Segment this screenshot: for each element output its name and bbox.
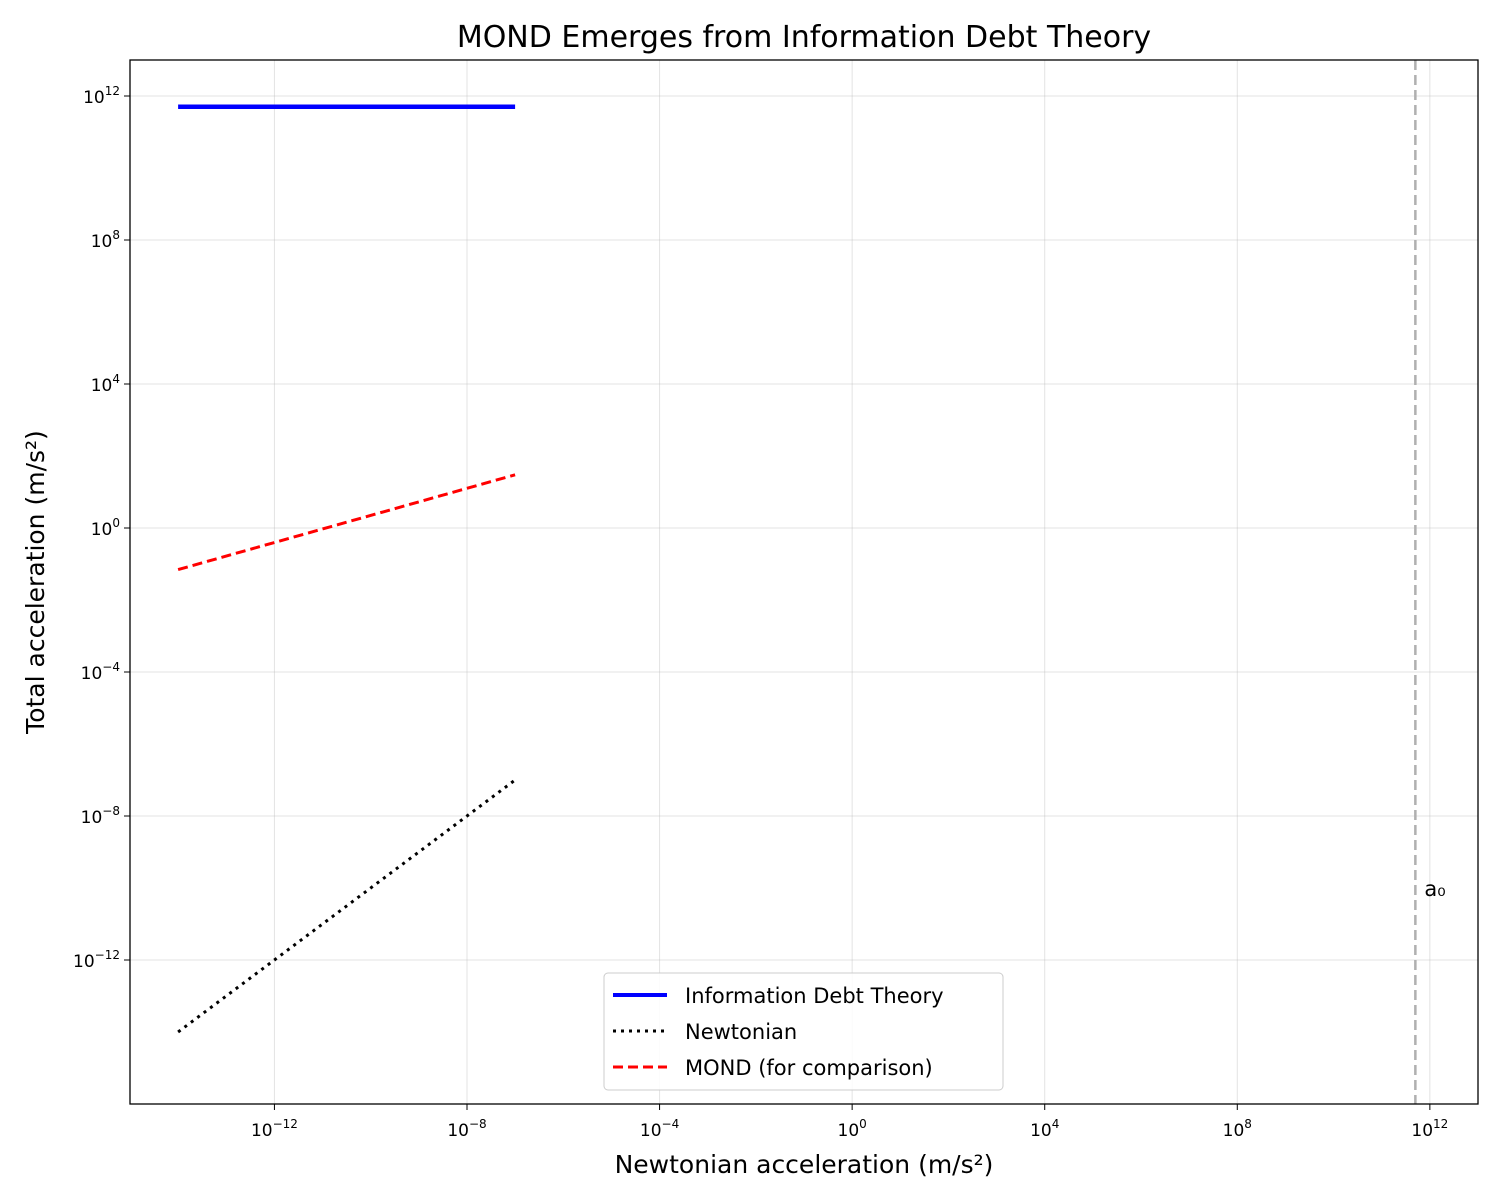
x-tick-label: 104 xyxy=(1030,1117,1059,1141)
y-tick-label: 10−12 xyxy=(73,948,120,972)
x-axis-ticks: 10−12 10−8 10−4 100 104 108 1012 xyxy=(251,1104,1448,1141)
series-line-mond-for-comparison xyxy=(177,473,516,572)
x-tick-label: 108 xyxy=(1223,1117,1252,1141)
x-tick-label: 100 xyxy=(838,1117,867,1141)
x-tick-label: 10−12 xyxy=(251,1117,298,1141)
legend-label-newtonian: Newtonian xyxy=(685,1020,797,1044)
y-tick-label: 108 xyxy=(91,228,120,252)
legend-label-mond: MOND (for comparison) xyxy=(685,1056,933,1080)
legend-box xyxy=(603,972,1004,1091)
x-tick-label: 10−8 xyxy=(447,1117,486,1141)
y-tick-label: 104 xyxy=(91,372,120,396)
x-tick-label: 10−4 xyxy=(640,1117,679,1141)
chart-title: MOND Emerges from Information Debt Theor… xyxy=(457,20,1151,55)
a0-reference-group: a₀ xyxy=(1414,60,1446,1104)
plot-frame xyxy=(129,59,1479,1105)
x-axis-label: Newtonian acceleration (m/s²) xyxy=(615,1150,994,1179)
y-tick-label: 100 xyxy=(91,516,120,540)
legend-label-information-debt-theory: Information Debt Theory xyxy=(685,984,944,1008)
series-line-newtonian xyxy=(177,778,516,1034)
y-tick-label: 1012 xyxy=(83,84,120,108)
y-axis-ticks: 1012 108 104 100 10−4 10−8 10−12 xyxy=(73,84,130,972)
y-tick-label: 10−4 xyxy=(81,660,120,684)
x-tick-label: 1012 xyxy=(1411,1117,1448,1141)
series-lines xyxy=(177,104,516,1034)
legend: Information Debt Theory Newtonian MOND (… xyxy=(603,972,1004,1091)
grid-lines xyxy=(130,60,1478,1104)
y-axis-label: Total acceleration (m/s²) xyxy=(21,430,50,735)
a0-label: a₀ xyxy=(1424,877,1445,901)
y-tick-label: 10−8 xyxy=(81,804,120,828)
